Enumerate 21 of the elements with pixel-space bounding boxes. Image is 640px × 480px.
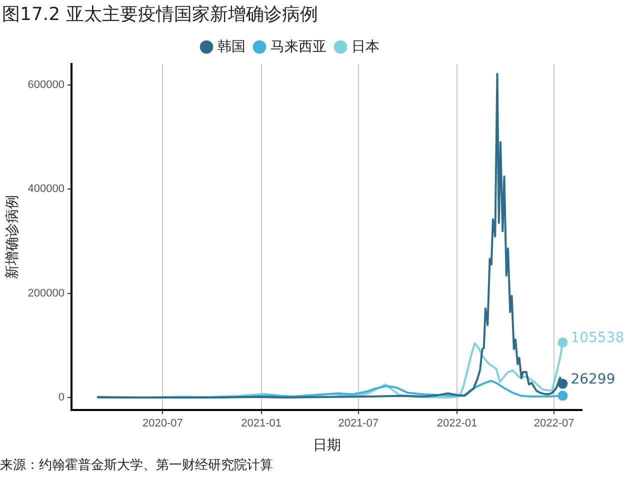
x-tick-label: 2022-07 [534,418,574,430]
x-tick-label: 2021-07 [338,418,379,430]
chart-title: 图17.2 亚太主要疫情国家新增确诊病例 [2,3,318,26]
legend-label: 马来西亚 [270,38,326,54]
y-tick-label: 0 [58,392,65,404]
y-tick-label: 600000 [28,78,65,91]
legend-label: 日本 [352,38,380,54]
legend-label: 韩国 [218,38,246,54]
y-tick-label: 400000 [28,183,65,196]
point [558,390,568,401]
point [558,378,568,389]
source-note: 来源：约翰霍普金斯大学、第一财经研究院计算 [0,456,273,474]
annotation: 26299 [570,371,616,388]
x-tick-label: 2020-07 [142,418,183,430]
y-tick-label: 200000 [28,287,65,300]
x-tick-label: 2021-01 [241,418,282,430]
x-tick-label: 2022-01 [436,418,478,430]
y-axis-title: 新增确诊病例 [3,195,20,279]
x-axis-title: 日期 [312,436,341,452]
point [558,338,568,348]
annotation: 105538 [570,330,624,346]
